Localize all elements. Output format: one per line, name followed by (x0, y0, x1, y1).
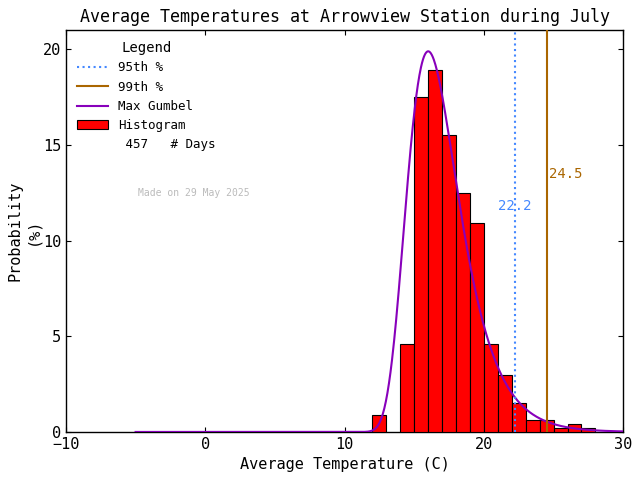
Bar (428, 70, 442, 432)
Title: Average Temperatures at Arrowview Station during July: Average Temperatures at Arrowview Statio… (79, 8, 609, 25)
Legend: 95th %, 99th %, Max Gumbel, Histogram,  457   # Days: 95th %, 99th %, Max Gumbel, Histogram, 4… (72, 36, 221, 156)
Bar (512, 403, 525, 432)
Bar (484, 344, 498, 432)
X-axis label: Average Temperature (C): Average Temperature (C) (239, 457, 449, 472)
Bar (372, 415, 387, 432)
Text: Made on 29 May 2025: Made on 29 May 2025 (138, 188, 250, 198)
Bar (414, 97, 428, 432)
Bar (581, 428, 595, 432)
Bar (400, 344, 414, 432)
Text: 22.2: 22.2 (498, 199, 531, 213)
Bar (540, 420, 554, 432)
Bar (525, 420, 540, 432)
Bar (470, 223, 484, 432)
Bar (456, 192, 470, 432)
Bar (554, 428, 568, 432)
Text: 24.5: 24.5 (549, 167, 583, 180)
Bar (442, 135, 456, 432)
Y-axis label: Probability
(%): Probability (%) (8, 181, 40, 281)
Bar (568, 423, 581, 432)
Bar (498, 374, 512, 432)
